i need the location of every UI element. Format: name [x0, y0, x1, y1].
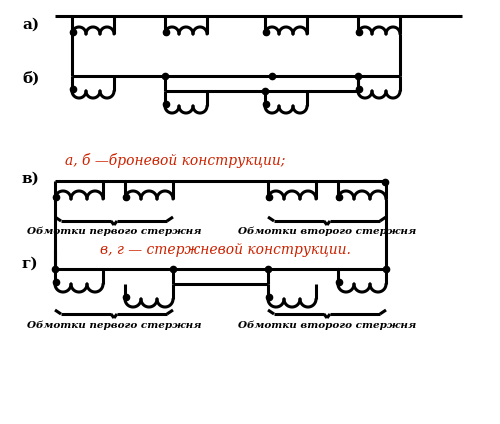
Text: Обмотки второго стержня: Обмотки второго стержня — [238, 320, 416, 329]
Text: в): в) — [22, 172, 40, 186]
Text: Обмотки первого стержня: Обмотки первого стержня — [27, 227, 201, 237]
Text: г): г) — [22, 257, 38, 271]
Text: а): а) — [22, 18, 39, 32]
Text: б): б) — [22, 71, 40, 85]
Text: а, б —броневой конструкции;: а, б —броневой конструкции; — [65, 153, 286, 168]
Text: в, г — стержневой конструкции.: в, г — стержневой конструкции. — [100, 243, 351, 257]
Text: Обмотки второго стержня: Обмотки второго стержня — [238, 227, 416, 237]
Text: Обмотки первого стержня: Обмотки первого стержня — [27, 320, 201, 329]
